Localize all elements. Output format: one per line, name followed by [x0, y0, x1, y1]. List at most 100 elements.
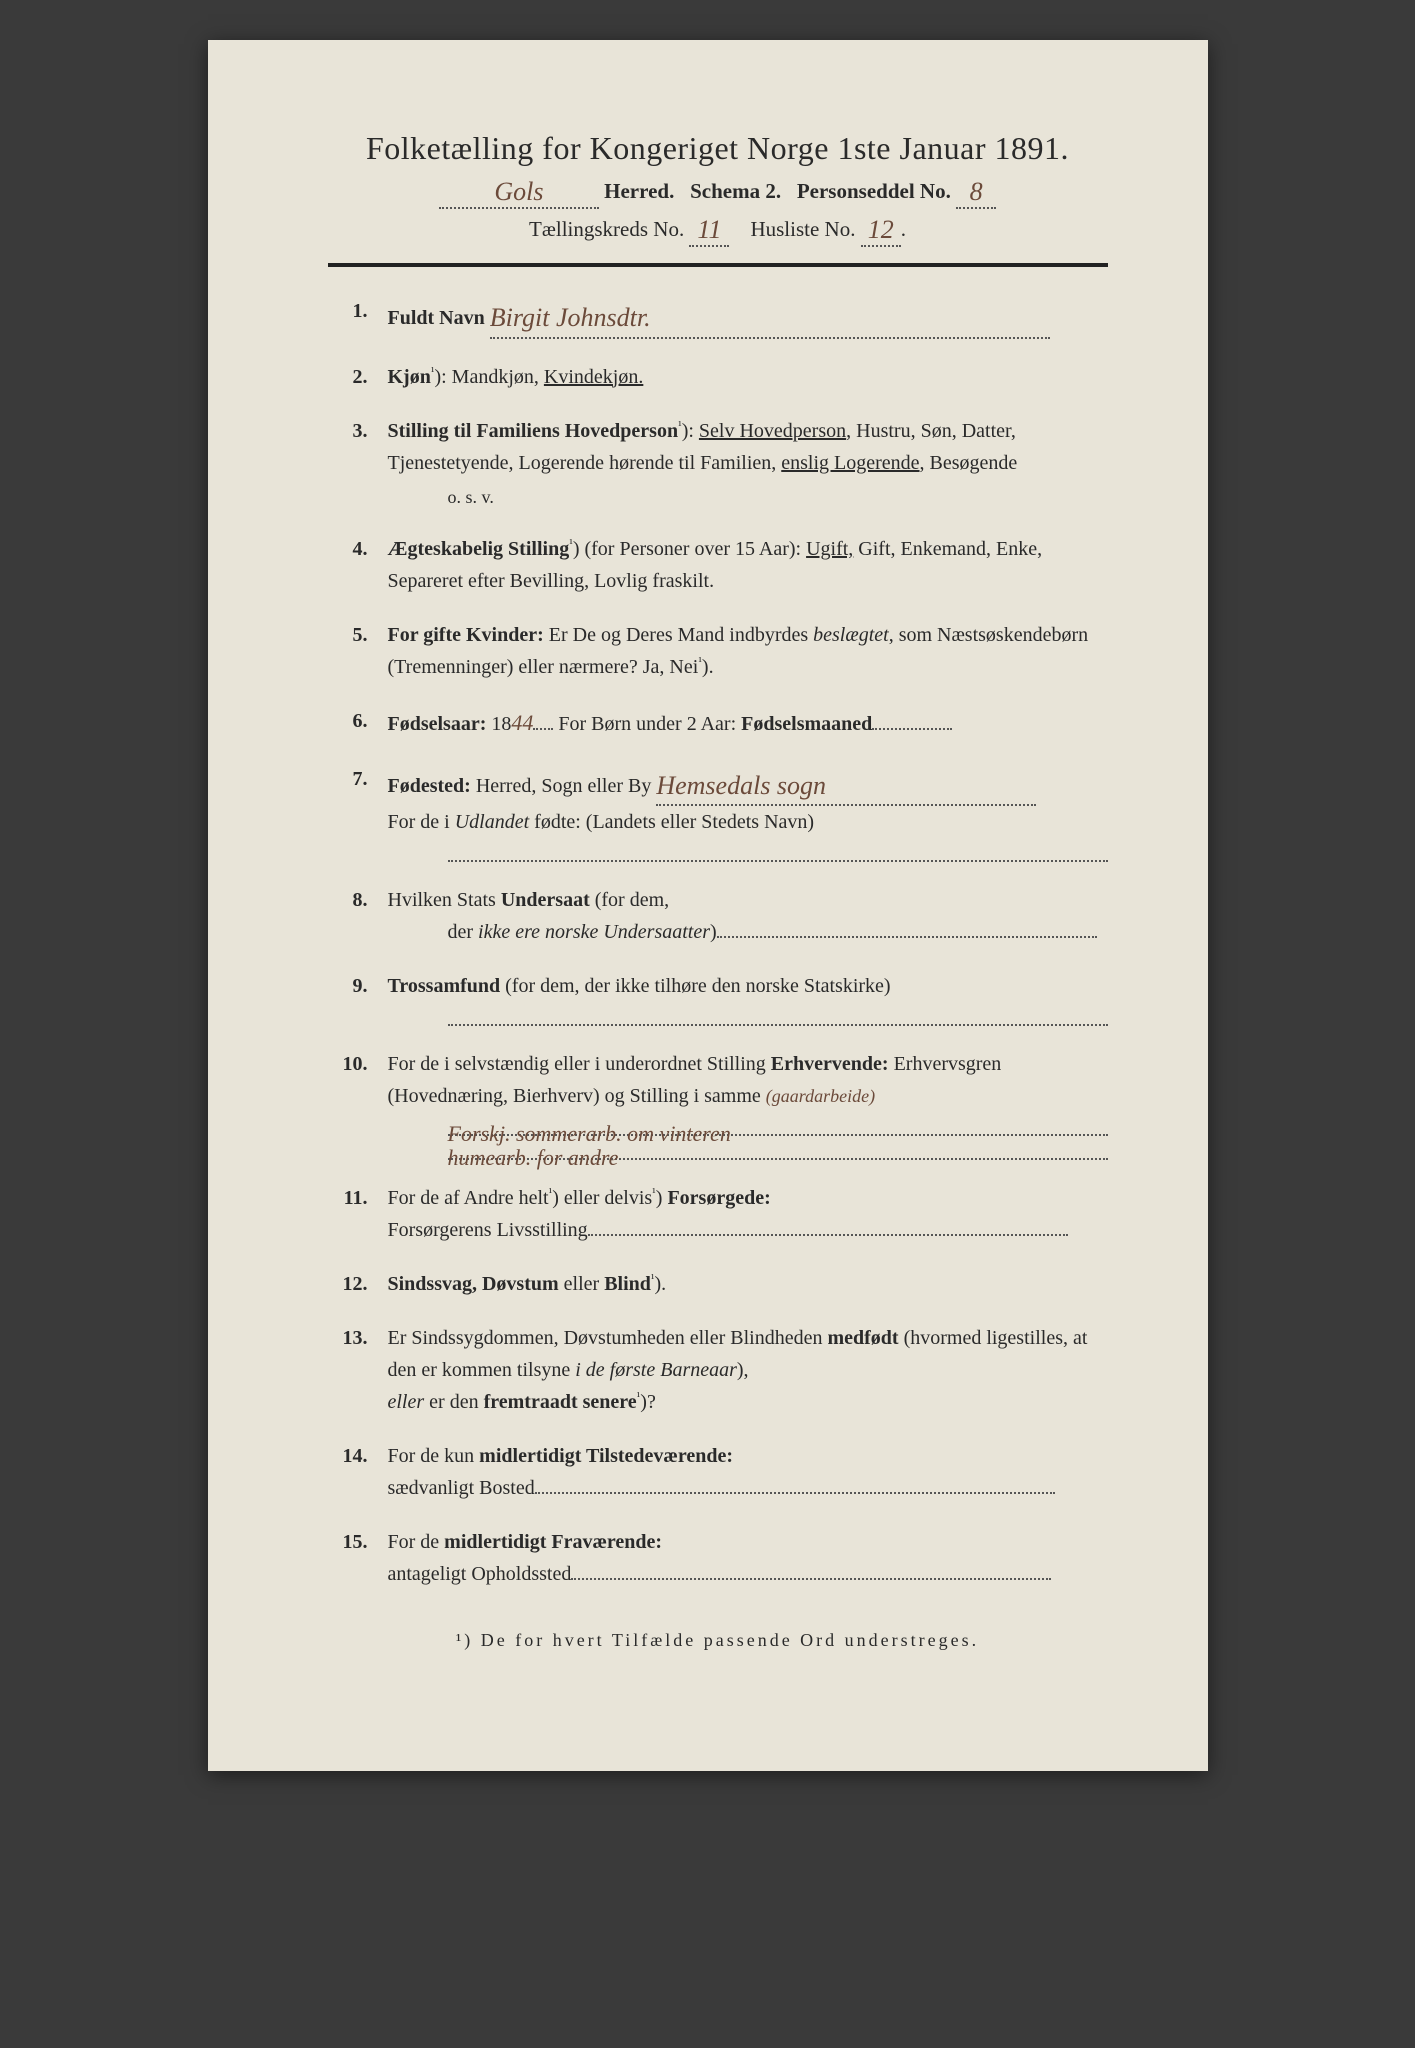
q12: Sindssvag, Døvstum eller Blind¹).	[328, 1268, 1108, 1300]
q8-text1: Hvilken Stats	[388, 889, 501, 911]
q6: Fødselsaar: 1844 For Børn under 2 Aar: F…	[328, 705, 1108, 740]
q6-year: 44	[511, 710, 533, 735]
q5-italic: beslægtet	[813, 624, 889, 646]
q14: For de kun midlertidigt Tilstedeværende:…	[328, 1440, 1108, 1504]
q2-label: Kjøn	[388, 366, 431, 388]
q9-text: (for dem, der ikke tilhøre den norske St…	[500, 975, 890, 997]
q8-bold: Undersaat	[501, 889, 590, 911]
form-questions: Fuldt Navn Birgit Johnsdtr. Kjøn¹): Mand…	[328, 295, 1108, 1590]
personseddel-label: Personseddel No.	[797, 179, 951, 203]
q3-osv: o. s. v.	[448, 483, 1108, 512]
q6-prefix: 18	[486, 713, 511, 735]
q7-line2-italic: Udlandet	[455, 811, 529, 833]
sup-1: ¹	[431, 364, 435, 378]
q6-dots2	[872, 728, 952, 730]
q8: Hvilken Stats Undersaat (for dem, der ik…	[328, 884, 1108, 948]
census-form-page: Folketælling for Kongeriget Norge 1ste J…	[208, 40, 1208, 1771]
divider	[328, 263, 1108, 267]
q7-blank	[448, 842, 1108, 862]
q5: For gifte Kvinder: Er De og Deres Mand i…	[328, 619, 1108, 683]
q7-value: Hemsedals sogn	[656, 771, 826, 800]
q7-line2b: fødte: (Landets eller Stedets Navn)	[529, 811, 814, 833]
kreds-no: 11	[689, 215, 729, 247]
q1-value: Birgit Johnsdtr.	[490, 303, 651, 332]
q7-line2a: For de i	[388, 811, 455, 833]
q13-text1: Er Sindssygdommen, Døvstumheden eller Bl…	[388, 1327, 828, 1349]
q8-line2: der	[448, 921, 479, 943]
q2: Kjøn¹): Mandkjøn, Kvindekjøn.	[328, 361, 1108, 393]
q3-text3: , Besøgende	[920, 452, 1018, 474]
q9-blank	[448, 1006, 1108, 1026]
q3-label: Stilling til Familiens Hovedperson	[388, 420, 679, 442]
husliste-label: Husliste No.	[750, 217, 855, 241]
q4-label: Ægteskabelig Stilling	[388, 538, 570, 560]
q8-text2: (for dem,	[590, 889, 669, 911]
sup-8: ¹	[637, 1390, 641, 1404]
q2-options: Mandkjøn,	[452, 366, 544, 388]
q14-text: For de kun	[388, 1445, 480, 1467]
q12-bold: Sindssvag, Døvstum	[388, 1273, 559, 1295]
q9-bold: Trossamfund	[388, 975, 501, 997]
herred-label: Herred.	[604, 179, 674, 203]
q11-text1: For de af Andre helt	[388, 1187, 549, 1209]
q13: Er Sindssygdommen, Døvstumheden eller Bl…	[328, 1322, 1108, 1418]
q13-italic1: i de første Barneaar	[575, 1359, 737, 1381]
personseddel-no: 8	[956, 177, 996, 209]
q14-blank	[535, 1492, 1055, 1494]
q15-bold: midlertidigt Fraværende:	[444, 1531, 662, 1553]
q6-text2: For Børn under 2 Aar:	[553, 713, 741, 735]
q10-annotation: (gaardarbeide)	[766, 1086, 875, 1106]
sup-5: ¹	[549, 1186, 553, 1200]
q7-label: Fødested:	[388, 775, 471, 797]
q10-line1: Forskj. sommerarb. om vinteren	[448, 1116, 1108, 1136]
q15-text: For de	[388, 1531, 445, 1553]
q1-label: Fuldt Navn	[388, 307, 485, 329]
q11-bold: Forsørgede:	[662, 1187, 770, 1209]
q6-label: Fødselsaar:	[388, 713, 487, 735]
q12-bold2: Blind	[604, 1273, 651, 1295]
q5-text: Er De og Deres Mand indbyrdes	[544, 624, 813, 646]
q7: Fødested: Herred, Sogn eller By Hemsedal…	[328, 763, 1108, 863]
q10: For de i selvstændig eller i underordnet…	[328, 1048, 1108, 1160]
sup-7: ¹	[651, 1272, 655, 1286]
q10-text1: For de i selvstændig eller i underordnet…	[388, 1053, 771, 1075]
herred-value: Gols	[439, 177, 599, 209]
q13-bold1: medfødt	[827, 1327, 898, 1349]
q7-text: Herred, Sogn eller By	[471, 775, 652, 797]
q13-line2-bold: fremtraadt senere	[484, 1391, 637, 1413]
q15-blank	[571, 1578, 1051, 1580]
q14-bold: midlertidigt Tilstedeværende:	[479, 1445, 733, 1467]
q6-dots	[533, 728, 553, 730]
footnote: ¹) De for hvert Tilfælde passende Ord un…	[328, 1630, 1108, 1651]
q15-line2: antageligt Opholdssted	[388, 1563, 572, 1585]
schema-label: Schema 2.	[690, 179, 781, 203]
q12-text: eller	[559, 1273, 605, 1295]
q14-line2: sædvanligt Bosted	[388, 1477, 535, 1499]
q3-enslig: enslig Logerende	[781, 452, 919, 474]
q8-italic: ikke ere norske Undersaatter	[478, 921, 710, 943]
q8-blank	[717, 936, 1097, 938]
q10-hand2: humearb. for andre	[448, 1145, 619, 1170]
q11-text2: eller delvis	[559, 1187, 652, 1209]
q2-underlined: Kvindekjøn.	[544, 366, 643, 388]
q13-line2-italic: eller	[388, 1391, 425, 1413]
page-title: Folketælling for Kongeriget Norge 1ste J…	[328, 130, 1108, 167]
q4-ugift: Ugift,	[806, 538, 853, 560]
q4-paren: (for Personer over 15 Aar):	[579, 538, 806, 560]
sup-3: ¹	[569, 537, 573, 551]
q3-text1: :	[688, 420, 699, 442]
kreds-label: Tællingskreds No.	[529, 217, 684, 241]
q3-selv: Selv Hovedperson	[699, 420, 846, 442]
q6-label2: Fødselsmaaned	[741, 713, 872, 735]
q11: For de af Andre helt¹) eller delvis¹) Fo…	[328, 1182, 1108, 1246]
q9: Trossamfund (for dem, der ikke tilhøre d…	[328, 970, 1108, 1026]
sup-2: ¹	[678, 418, 682, 432]
q11-line2: Forsørgerens Livsstilling	[388, 1219, 588, 1241]
q13-text3: ),	[737, 1359, 749, 1381]
q3: Stilling til Familiens Hovedperson¹): Se…	[328, 415, 1108, 512]
q11-blank	[588, 1234, 1068, 1236]
q1: Fuldt Navn Birgit Johnsdtr.	[328, 295, 1108, 339]
q8-text3: )	[710, 921, 717, 943]
husliste-no: 12	[861, 215, 901, 247]
q4: Ægteskabelig Stilling¹) (for Personer ov…	[328, 533, 1108, 597]
